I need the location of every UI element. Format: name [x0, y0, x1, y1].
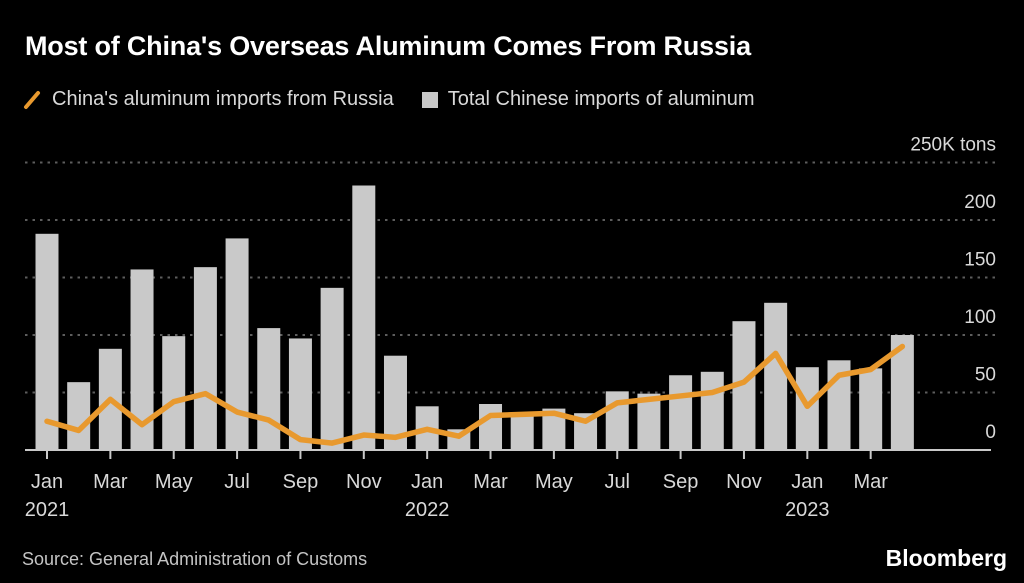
bar — [225, 238, 249, 450]
legend-item-russia-imports: China's aluminum imports from Russia — [22, 88, 394, 111]
bar — [130, 269, 154, 450]
y-tick-label: 50 — [975, 365, 996, 386]
x-tick-label: May — [155, 471, 193, 493]
bar — [288, 338, 312, 450]
x-tick-label: Nov — [346, 471, 382, 493]
y-tick-label: 100 — [964, 307, 996, 328]
x-tick-label: Jan — [791, 471, 823, 493]
x-tick-label: Mar — [473, 471, 508, 493]
y-tick-label: 200 — [964, 192, 996, 213]
bar — [637, 393, 661, 450]
russia-imports-line — [44, 343, 906, 446]
bar — [859, 368, 883, 450]
chart-title: Most of China's Overseas Aluminum Comes … — [25, 31, 751, 61]
bar — [320, 287, 344, 450]
bar — [669, 375, 693, 450]
x-tick-label: Jul — [604, 471, 630, 493]
x-tick-label: Sep — [663, 471, 699, 493]
bar — [257, 328, 281, 450]
x-year-label: 2021 — [25, 499, 70, 521]
x-tick-label: Mar — [853, 471, 888, 493]
bar — [352, 185, 376, 450]
bar — [700, 371, 724, 450]
bloomberg-logo: Bloomberg — [885, 545, 1007, 571]
bar — [67, 382, 91, 450]
source-note: Source: General Administration of Custom… — [22, 549, 368, 569]
x-year-label: 2022 — [405, 499, 450, 521]
x-tick-label: Jan — [411, 471, 443, 493]
x-tick-label: Mar — [93, 471, 128, 493]
legend-label-total-imports: Total Chinese imports of aluminum — [447, 88, 755, 110]
bar — [732, 321, 756, 450]
bar — [193, 267, 217, 450]
x-tick-label: Sep — [283, 471, 319, 493]
bar — [542, 408, 566, 450]
line-series-icon — [24, 90, 40, 109]
x-tick-label: Nov — [726, 471, 762, 493]
bar — [162, 336, 186, 450]
chart-legend: China's aluminum imports from Russia Tot… — [22, 88, 755, 111]
bar — [35, 233, 59, 450]
bar — [764, 302, 788, 450]
x-tick-label: May — [535, 471, 573, 493]
x-year-label: 2023 — [785, 499, 830, 521]
x-tick-label: Jul — [224, 471, 250, 493]
x-tick-label: Jan — [31, 471, 63, 493]
bar — [383, 355, 407, 450]
legend-label-russia-imports: China's aluminum imports from Russia — [52, 88, 394, 110]
y-tick-label: 150 — [964, 250, 996, 271]
bar — [510, 412, 534, 450]
bar — [890, 335, 914, 450]
y-tick-label: 0 — [985, 422, 996, 443]
bar-series-icon — [421, 91, 438, 108]
legend-item-total-imports: Total Chinese imports of aluminum — [421, 88, 755, 111]
bar — [479, 404, 503, 450]
y-axis-unit-label: 250K tons — [910, 135, 996, 156]
